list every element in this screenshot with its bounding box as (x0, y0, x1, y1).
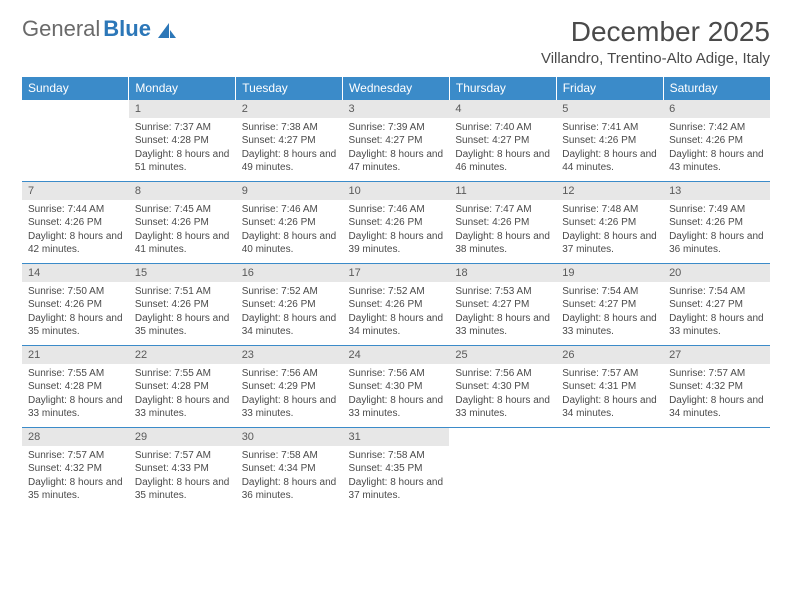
day-content-row: Sunrise: 7:37 AMSunset: 4:28 PMDaylight:… (22, 118, 770, 182)
day-cell: Sunrise: 7:50 AMSunset: 4:26 PMDaylight:… (22, 282, 129, 346)
day-number: 31 (343, 428, 450, 446)
day-number: 16 (236, 264, 343, 282)
day-header: Monday (129, 77, 236, 100)
day-number-row: 123456 (22, 100, 770, 118)
day-cell (663, 446, 770, 510)
day-cell: Sunrise: 7:57 AMSunset: 4:31 PMDaylight:… (556, 364, 663, 428)
day-number: 10 (343, 182, 450, 200)
day-cell: Sunrise: 7:51 AMSunset: 4:26 PMDaylight:… (129, 282, 236, 346)
day-header: Saturday (663, 77, 770, 100)
day-number: 11 (449, 182, 556, 200)
day-cell: Sunrise: 7:55 AMSunset: 4:28 PMDaylight:… (129, 364, 236, 428)
day-content-row: Sunrise: 7:50 AMSunset: 4:26 PMDaylight:… (22, 282, 770, 346)
day-cell (22, 118, 129, 182)
day-number (22, 100, 129, 118)
day-cell: Sunrise: 7:52 AMSunset: 4:26 PMDaylight:… (236, 282, 343, 346)
day-number: 12 (556, 182, 663, 200)
day-header-row: Sunday Monday Tuesday Wednesday Thursday… (22, 77, 770, 100)
day-cell: Sunrise: 7:56 AMSunset: 4:30 PMDaylight:… (343, 364, 450, 428)
day-number: 18 (449, 264, 556, 282)
day-cell: Sunrise: 7:52 AMSunset: 4:26 PMDaylight:… (343, 282, 450, 346)
day-number: 24 (343, 346, 450, 364)
day-cell: Sunrise: 7:58 AMSunset: 4:34 PMDaylight:… (236, 446, 343, 510)
day-number-row: 21222324252627 (22, 346, 770, 364)
day-number-row: 28293031 (22, 428, 770, 446)
day-cell: Sunrise: 7:41 AMSunset: 4:26 PMDaylight:… (556, 118, 663, 182)
day-cell (449, 446, 556, 510)
day-number: 17 (343, 264, 450, 282)
day-header: Sunday (22, 77, 129, 100)
day-number: 14 (22, 264, 129, 282)
day-number: 30 (236, 428, 343, 446)
day-number: 3 (343, 100, 450, 118)
location-subtitle: Villandro, Trentino-Alto Adige, Italy (541, 50, 770, 67)
day-number: 26 (556, 346, 663, 364)
day-number-row: 14151617181920 (22, 264, 770, 282)
header: GeneralBlue December 2025 Villandro, Tre… (22, 16, 770, 67)
day-number-row: 78910111213 (22, 182, 770, 200)
day-number: 29 (129, 428, 236, 446)
day-content-row: Sunrise: 7:57 AMSunset: 4:32 PMDaylight:… (22, 446, 770, 510)
day-number: 22 (129, 346, 236, 364)
calendar-body: 123456Sunrise: 7:37 AMSunset: 4:28 PMDay… (22, 100, 770, 510)
day-number: 21 (22, 346, 129, 364)
day-cell: Sunrise: 7:55 AMSunset: 4:28 PMDaylight:… (22, 364, 129, 428)
day-number: 19 (556, 264, 663, 282)
day-cell: Sunrise: 7:45 AMSunset: 4:26 PMDaylight:… (129, 200, 236, 264)
day-number (556, 428, 663, 446)
brand-logo: GeneralBlue (22, 16, 178, 42)
day-cell (556, 446, 663, 510)
day-header: Thursday (449, 77, 556, 100)
day-number: 7 (22, 182, 129, 200)
day-number: 9 (236, 182, 343, 200)
day-cell: Sunrise: 7:57 AMSunset: 4:32 PMDaylight:… (663, 364, 770, 428)
day-number: 8 (129, 182, 236, 200)
day-header: Wednesday (343, 77, 450, 100)
sail-icon (156, 21, 178, 41)
day-cell: Sunrise: 7:53 AMSunset: 4:27 PMDaylight:… (449, 282, 556, 346)
day-cell: Sunrise: 7:56 AMSunset: 4:29 PMDaylight:… (236, 364, 343, 428)
day-cell: Sunrise: 7:46 AMSunset: 4:26 PMDaylight:… (236, 200, 343, 264)
day-content-row: Sunrise: 7:44 AMSunset: 4:26 PMDaylight:… (22, 200, 770, 264)
brand-name-2: Blue (103, 16, 151, 42)
day-cell: Sunrise: 7:48 AMSunset: 4:26 PMDaylight:… (556, 200, 663, 264)
day-cell: Sunrise: 7:42 AMSunset: 4:26 PMDaylight:… (663, 118, 770, 182)
day-cell: Sunrise: 7:58 AMSunset: 4:35 PMDaylight:… (343, 446, 450, 510)
day-number: 2 (236, 100, 343, 118)
day-number: 23 (236, 346, 343, 364)
day-cell: Sunrise: 7:57 AMSunset: 4:33 PMDaylight:… (129, 446, 236, 510)
page-title: December 2025 (541, 16, 770, 48)
day-number: 15 (129, 264, 236, 282)
day-number: 4 (449, 100, 556, 118)
day-cell: Sunrise: 7:57 AMSunset: 4:32 PMDaylight:… (22, 446, 129, 510)
day-cell: Sunrise: 7:39 AMSunset: 4:27 PMDaylight:… (343, 118, 450, 182)
day-cell: Sunrise: 7:37 AMSunset: 4:28 PMDaylight:… (129, 118, 236, 182)
day-number: 1 (129, 100, 236, 118)
day-number: 27 (663, 346, 770, 364)
day-number: 6 (663, 100, 770, 118)
day-number: 13 (663, 182, 770, 200)
day-number: 25 (449, 346, 556, 364)
day-cell: Sunrise: 7:56 AMSunset: 4:30 PMDaylight:… (449, 364, 556, 428)
day-header: Tuesday (236, 77, 343, 100)
day-number: 5 (556, 100, 663, 118)
day-cell: Sunrise: 7:49 AMSunset: 4:26 PMDaylight:… (663, 200, 770, 264)
day-content-row: Sunrise: 7:55 AMSunset: 4:28 PMDaylight:… (22, 364, 770, 428)
day-header: Friday (556, 77, 663, 100)
day-cell: Sunrise: 7:40 AMSunset: 4:27 PMDaylight:… (449, 118, 556, 182)
day-number: 28 (22, 428, 129, 446)
title-block: December 2025 Villandro, Trentino-Alto A… (541, 16, 770, 67)
day-number: 20 (663, 264, 770, 282)
day-cell: Sunrise: 7:54 AMSunset: 4:27 PMDaylight:… (556, 282, 663, 346)
day-number (449, 428, 556, 446)
day-cell: Sunrise: 7:44 AMSunset: 4:26 PMDaylight:… (22, 200, 129, 264)
day-cell: Sunrise: 7:38 AMSunset: 4:27 PMDaylight:… (236, 118, 343, 182)
day-number (663, 428, 770, 446)
day-cell: Sunrise: 7:46 AMSunset: 4:26 PMDaylight:… (343, 200, 450, 264)
day-cell: Sunrise: 7:47 AMSunset: 4:26 PMDaylight:… (449, 200, 556, 264)
day-cell: Sunrise: 7:54 AMSunset: 4:27 PMDaylight:… (663, 282, 770, 346)
brand-name-1: General (22, 16, 100, 42)
calendar-table: Sunday Monday Tuesday Wednesday Thursday… (22, 77, 770, 510)
